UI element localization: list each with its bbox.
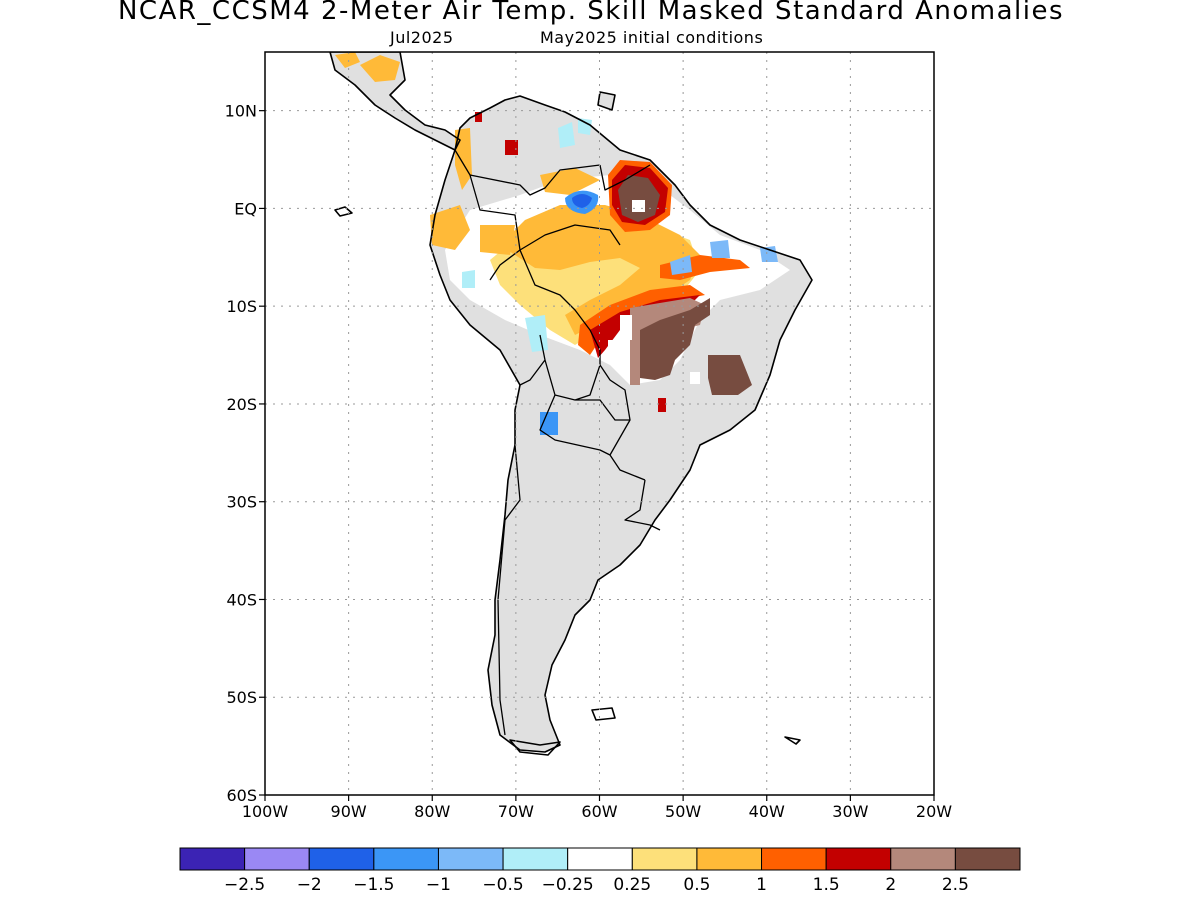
colorbar: −2.5 −2 −1.5 −1 −0.5 −0.25 0.25 0.5 1 1.5 2 2.5: [179, 847, 1021, 895]
y-tick-label: EQ: [234, 199, 257, 218]
colorbar-label: −1: [426, 875, 451, 895]
colorbar-swatch: [825, 847, 892, 871]
central-america-coastline: [329, 52, 461, 151]
x-tick-label: 90W: [331, 802, 367, 821]
anomaly-light-blue-bolivia: [462, 270, 548, 352]
colorbar-label: −0.25: [542, 875, 594, 895]
colorbar-swatch: [308, 847, 375, 871]
x-tick-label: 70W: [498, 802, 534, 821]
y-tick-label: 50S: [226, 688, 257, 707]
colorbar-swatch: [179, 847, 246, 871]
anomaly-orange-colombia: [455, 128, 472, 190]
x-tick-label: 100W: [242, 802, 289, 821]
x-tick-label: 30W: [832, 802, 868, 821]
colorbar-swatch: [244, 847, 310, 871]
x-tick-label: 60W: [581, 802, 617, 821]
colorbar-label: −2: [297, 875, 322, 895]
colorbar-label: 2.5: [942, 875, 969, 895]
y-tick-label: 30S: [226, 493, 257, 512]
y-tick-label: 60S: [226, 786, 257, 805]
colorbar-swatch: [502, 847, 569, 871]
x-tick-label: 20W: [916, 802, 952, 821]
anomaly-orange-central-am: [335, 52, 400, 82]
y-tick-label: 10N: [225, 102, 257, 121]
anomaly-blue-chaco: [540, 412, 558, 435]
colorbar-swatch: [761, 847, 827, 871]
anomaly-white-cells: [608, 200, 700, 384]
colorbar-swatch: [890, 847, 956, 871]
anomaly-orange-andes: [430, 205, 515, 255]
anomaly-orange-venezuela: [540, 168, 600, 195]
anomaly-brown-central: [640, 298, 710, 380]
x-tick-label: 80W: [414, 802, 450, 821]
y-tick-label: 20S: [226, 395, 257, 414]
country-borders: [454, 149, 661, 736]
anomaly-light-blue-northeast: [670, 240, 778, 275]
caribbean-islands: [598, 92, 615, 110]
colorbar-label: −0.5: [482, 875, 523, 895]
caribbean-islands-outline: [597, 91, 616, 111]
colorbar-swatch: [696, 847, 763, 871]
anomaly-brown-east: [708, 355, 752, 395]
target-month: Jul2025: [390, 28, 454, 47]
colorbar-swatch: [631, 847, 698, 871]
colorbar-label: −2.5: [224, 875, 265, 895]
colorbar-swatch: [567, 847, 633, 871]
colorbar-label: 2: [885, 875, 896, 895]
map-axes: 100W 90W 80W 70W 60W 50W 40W 30W 20W 10N EQ 10S 20S 3…: [225, 102, 953, 821]
y-tick-label: 10S: [226, 297, 257, 316]
anomaly-dark-orange: [578, 285, 705, 355]
map-title: NCAR_CCSM4 2-Meter Air Temp. Skill Maske…: [117, 0, 1065, 26]
colorbar-label: −1.5: [353, 875, 394, 895]
south-georgia: [784, 736, 801, 745]
anomaly-light-blue-north: [558, 118, 592, 148]
land-layer: [330, 52, 812, 752]
tierra-del-fuego: [509, 739, 561, 756]
y-tick-label: 40S: [226, 590, 257, 609]
anomaly-brown-amapa: [618, 175, 660, 222]
x-tick-label: 50W: [665, 802, 701, 821]
falkland-islands: [591, 707, 616, 721]
colorbar-swatch: [373, 847, 439, 871]
colorbar-swatch: [954, 847, 1021, 871]
colorbar-label: 0.5: [683, 875, 710, 895]
x-tick-label: 40W: [749, 802, 785, 821]
galapagos-islands: [334, 206, 353, 217]
colorbar-label: 1.5: [813, 875, 840, 895]
colorbar-label: 1: [756, 875, 767, 895]
colorbar-label: 0.25: [613, 875, 651, 895]
anomaly-shading: [335, 52, 790, 435]
initial-conditions: May2025 initial conditions: [540, 28, 764, 47]
coastlines: [329, 52, 813, 756]
colorbar-swatch: [437, 847, 504, 871]
south-america-coastline: [429, 95, 813, 753]
anomaly-mid-blue-guyana: [572, 194, 592, 208]
